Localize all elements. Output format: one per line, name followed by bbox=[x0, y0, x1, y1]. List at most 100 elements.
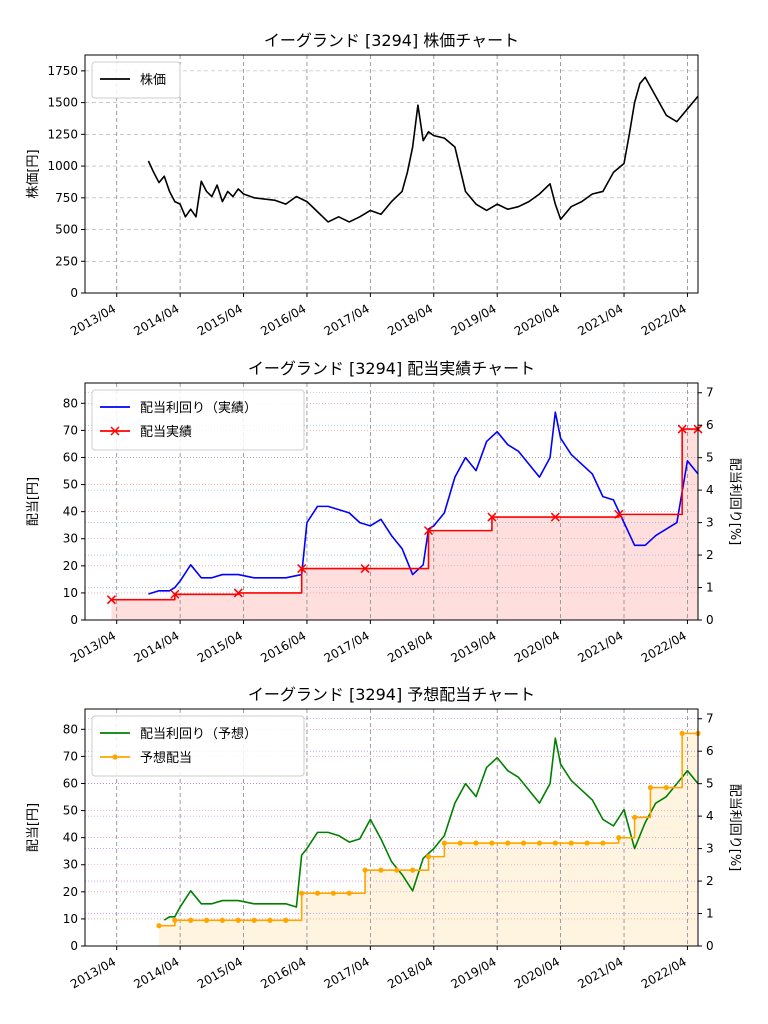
x-tick-label-2: 2014/04 bbox=[131, 954, 181, 991]
y-tick-label-2: 250 bbox=[55, 254, 78, 268]
series-fill-2 bbox=[111, 429, 698, 620]
y-tick-label-6: 50 bbox=[63, 478, 78, 492]
plot-frame bbox=[84, 382, 699, 621]
x-tick-label-6: 2018/04 bbox=[385, 628, 435, 665]
series-line-2 bbox=[111, 428, 698, 601]
y-tick-label-9: 80 bbox=[63, 396, 78, 410]
data-point-2-34 bbox=[679, 730, 685, 736]
y2-tick-label-1: 0 bbox=[706, 939, 714, 953]
data-point-2-2 bbox=[172, 917, 178, 923]
data-point-2-10 bbox=[677, 424, 687, 434]
y2-tick-label-7: 6 bbox=[706, 744, 714, 758]
y-axis-label: 株価[円] bbox=[26, 149, 41, 198]
data-point-2-33 bbox=[663, 784, 669, 791]
data-point-2-9 bbox=[614, 509, 624, 519]
legend-box bbox=[91, 61, 181, 99]
data-point-2-8 bbox=[550, 512, 560, 522]
chart-panel-1: 2013/04 2014/04 2015/04 2016/04 2017/04 2018/… bbox=[26, 31, 699, 339]
data-point-2-6 bbox=[235, 917, 241, 923]
y-tick-label-3: 20 bbox=[63, 885, 78, 899]
x-tick-label-4: 2016/04 bbox=[258, 301, 308, 338]
y-tick-label-8: 70 bbox=[63, 423, 78, 437]
data-point-2-7 bbox=[487, 512, 497, 522]
legend: 配当利回り（実績） 配当実績 bbox=[91, 389, 305, 451]
series-line-2 bbox=[158, 732, 698, 927]
legend-box bbox=[91, 715, 305, 777]
y2-tick-label-5: 4 bbox=[706, 809, 714, 823]
data-point-2-25 bbox=[536, 840, 543, 846]
y2-tick-label-5: 4 bbox=[706, 483, 714, 497]
legend: 配当利回り（予想） 予想配当 bbox=[91, 715, 305, 777]
y-tick-label-7: 60 bbox=[63, 450, 78, 464]
x-tick-label-5: 2017/04 bbox=[322, 628, 372, 665]
data-point-2-29 bbox=[600, 840, 606, 846]
data-point-2-6 bbox=[423, 526, 434, 536]
y2-tick-label-2: 1 bbox=[706, 581, 714, 595]
legend-label-1: 配当利回り（実績） bbox=[140, 400, 257, 416]
chart-title: イーグランド [3294] 配当実績チャート bbox=[248, 359, 535, 378]
data-point-2-28 bbox=[584, 840, 590, 846]
data-point-2-2 bbox=[170, 589, 180, 599]
x-tick-label-4: 2016/04 bbox=[258, 628, 308, 665]
y2-tick-label-8: 7 bbox=[706, 386, 714, 400]
y-axis-label: 配当[円] bbox=[26, 477, 41, 526]
y2-axis-label: 配当利回り[%] bbox=[727, 784, 742, 872]
x-tick-label-10: 2022/04 bbox=[639, 954, 689, 991]
data-point-2-14 bbox=[362, 867, 368, 873]
y2-tick-label-7: 6 bbox=[706, 418, 714, 432]
x-tick-label-5: 2017/04 bbox=[322, 301, 372, 338]
x-tick-label-7: 2019/04 bbox=[449, 954, 499, 991]
plot-frame bbox=[84, 708, 699, 947]
x-tick-label-8: 2020/04 bbox=[512, 954, 562, 991]
y-tick-label-6: 50 bbox=[63, 804, 78, 818]
x-tick-label-3: 2015/04 bbox=[195, 628, 245, 665]
x-tick-label-8: 2020/04 bbox=[512, 628, 562, 665]
x-tick-label-1: 2013/04 bbox=[68, 954, 118, 991]
y-tick-label-5: 40 bbox=[63, 505, 78, 519]
x-tick-label-1: 2013/04 bbox=[68, 628, 118, 665]
x-tick-label-7: 2019/04 bbox=[449, 301, 499, 338]
y-tick-label-2: 10 bbox=[63, 912, 78, 926]
x-tick-label-2: 2014/04 bbox=[131, 301, 181, 338]
x-tick-label-10: 2022/04 bbox=[639, 628, 689, 665]
y-tick-label-8: 1750 bbox=[47, 64, 78, 78]
x-tick-label-4: 2016/04 bbox=[258, 954, 308, 991]
y-tick-label-4: 30 bbox=[63, 858, 78, 872]
x-tick-label-8: 2020/04 bbox=[512, 301, 562, 338]
y2-tick-label-1: 0 bbox=[706, 613, 714, 627]
legend-marker-2 bbox=[112, 754, 118, 760]
y-tick-label-6: 1250 bbox=[47, 127, 78, 141]
y2-tick-label-4: 3 bbox=[706, 842, 714, 856]
data-point-2-12 bbox=[330, 890, 336, 896]
y2-tick-label-3: 2 bbox=[706, 874, 714, 888]
y-tick-label-7: 60 bbox=[63, 776, 78, 790]
y-tick-label-9: 80 bbox=[63, 722, 78, 736]
y-tick-label-1: 0 bbox=[70, 286, 78, 300]
data-point-2-32 bbox=[647, 784, 654, 791]
legend-label-2: 予想配当 bbox=[140, 750, 192, 766]
y-tick-label-2: 10 bbox=[63, 586, 78, 600]
y-tick-label-5: 1000 bbox=[47, 159, 78, 173]
legend: 株価 bbox=[91, 61, 181, 99]
chart-panel-3: 2013/04 2014/04 2015/04 2016/04 2017/04 2018/… bbox=[26, 685, 742, 992]
x-tick-label-5: 2017/04 bbox=[322, 954, 372, 991]
data-point-2-7 bbox=[251, 917, 257, 923]
y-tick-label-4: 750 bbox=[55, 191, 78, 205]
data-point-2-9 bbox=[283, 917, 289, 923]
y-tick-label-5: 40 bbox=[63, 831, 78, 845]
data-point-2-22 bbox=[489, 840, 495, 846]
data-point-2-11 bbox=[314, 890, 321, 896]
series-line-1 bbox=[163, 737, 699, 921]
x-tick-label-9: 2021/04 bbox=[575, 954, 625, 991]
x-tick-label-6: 2018/04 bbox=[385, 301, 435, 338]
data-point-2-31 bbox=[631, 814, 638, 820]
data-point-2-21 bbox=[473, 840, 479, 846]
y-tick-label-7: 1500 bbox=[47, 96, 78, 110]
data-point-2-13 bbox=[346, 890, 352, 896]
x-tick-label-3: 2015/04 bbox=[195, 954, 245, 991]
data-point-2-15 bbox=[378, 867, 384, 873]
data-point-2-26 bbox=[552, 840, 558, 846]
legend-label-1: 配当利回り（予想） bbox=[140, 726, 257, 742]
y-tick-label-4: 30 bbox=[63, 532, 78, 546]
